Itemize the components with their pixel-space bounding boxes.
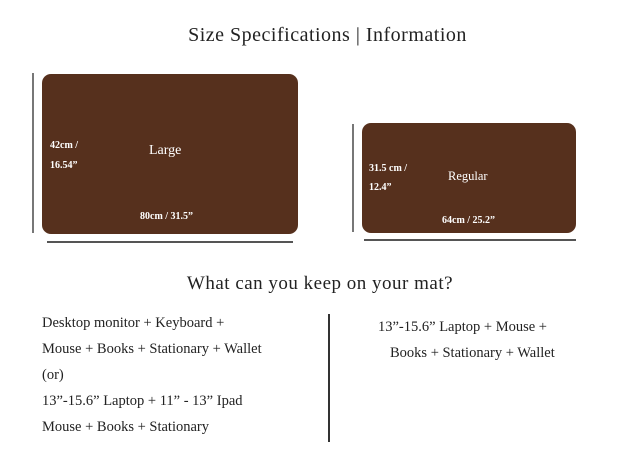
regular-mat: 31.5 cm / 12.4” Regular 64cm / 25.2” [362, 123, 576, 233]
regular-width-line [364, 239, 576, 241]
list-item: Mouse + Books + Stationary [42, 419, 209, 435]
regular-width: 64cm / 25.2” [442, 215, 496, 226]
regular-height-line [352, 124, 354, 232]
large-height: 42cm / [50, 140, 79, 151]
divider [328, 314, 330, 442]
list-item: (or) [42, 367, 64, 383]
large-label: Large [149, 143, 182, 158]
regular-usage-list: 13”-15.6” Laptop + Mouse + Books + Stati… [378, 314, 555, 366]
list-item: Desktop monitor + Keyboard + [42, 315, 225, 331]
page-title: Size Specifications | Information [188, 24, 467, 46]
list-item: 13”-15.6” Laptop + Mouse + [378, 319, 547, 335]
large-width: 80cm / 31.5” [140, 211, 194, 222]
regular-height: 31.5 cm / [369, 163, 408, 174]
list-item: Books + Stationary + Wallet [390, 345, 555, 361]
large-width-line [47, 241, 293, 243]
regular-label: Regular [448, 169, 488, 183]
large-usage-list: Desktop monitor + Keyboard + Mouse + Boo… [42, 310, 262, 440]
large-mat: 42cm / 16.54” Large 80cm / 31.5” [42, 74, 298, 234]
question-heading: What can you keep on your mat? [186, 273, 454, 294]
large-height-line [32, 73, 34, 233]
list-item: 13”-15.6” Laptop + 11” - 13” Ipad [42, 393, 243, 409]
large-height-in: 16.54” [50, 160, 78, 171]
regular-height-in: 12.4” [369, 182, 392, 193]
list-item: Mouse + Books + Stationary + Wallet [42, 341, 262, 357]
